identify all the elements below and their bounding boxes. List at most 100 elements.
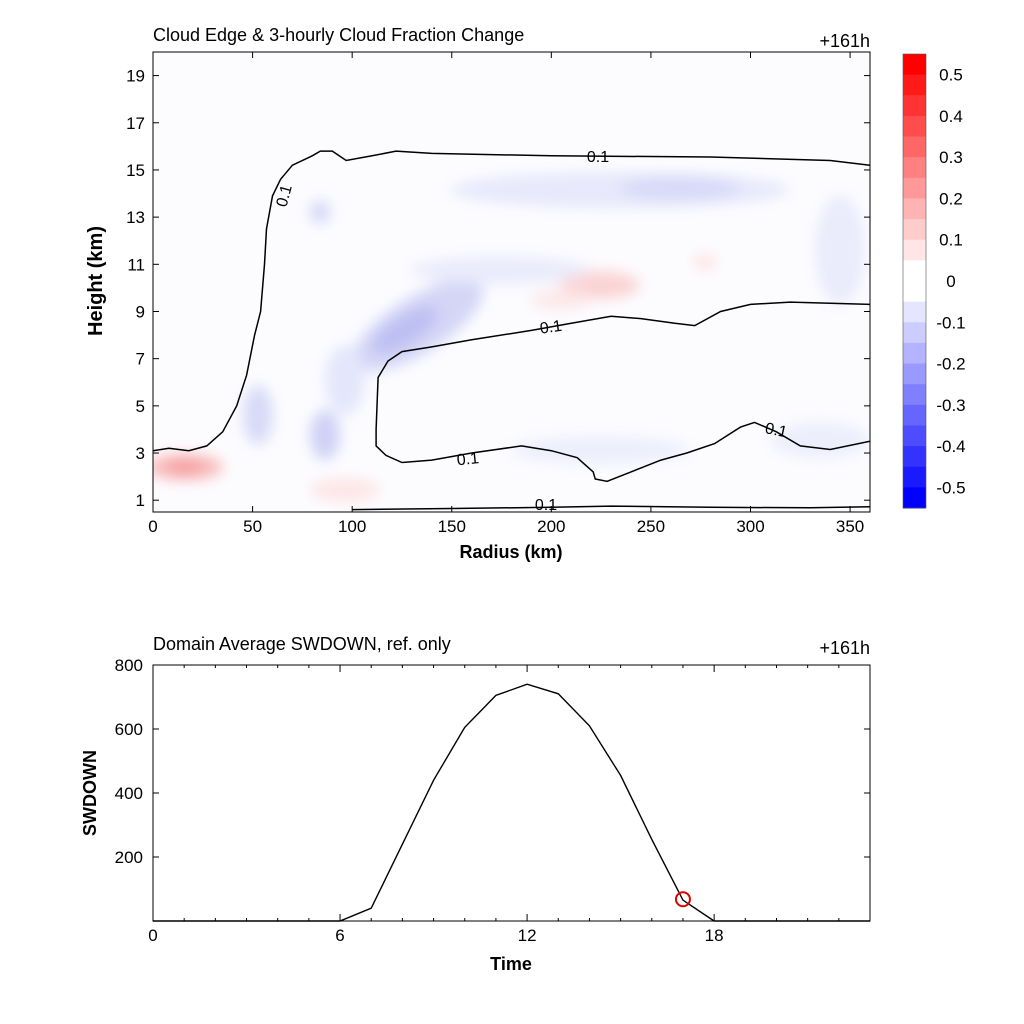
colorbar-swatch — [903, 466, 926, 488]
y-tick-label: 600 — [115, 720, 143, 739]
x-tick-label: 12 — [518, 926, 537, 945]
colorbar-swatch — [903, 363, 926, 385]
x-tick-label: 150 — [438, 517, 466, 536]
contour-label: 0.1 — [763, 420, 788, 441]
heatmap-field — [153, 172, 870, 502]
colorbar-swatch — [903, 54, 926, 76]
line-title: Domain Average SWDOWN, ref. only — [153, 634, 451, 654]
field-patch — [770, 422, 870, 458]
colorbar-label: -0.2 — [936, 355, 965, 374]
x-tick-label: 6 — [335, 926, 344, 945]
heatmap-time-label: +161h — [819, 31, 870, 51]
colorbar-label: 0.3 — [939, 148, 963, 167]
field-patch — [243, 385, 273, 445]
field-patch — [371, 306, 439, 354]
field-patch — [310, 200, 330, 224]
colorbar-label: -0.1 — [936, 313, 965, 332]
heatmap-panel: Cloud Edge & 3-hourly Cloud Fraction Cha… — [85, 25, 871, 562]
y-tick-label: 7 — [136, 350, 145, 369]
line-frame — [152, 664, 871, 922]
y-tick-label: 5 — [136, 397, 145, 416]
colorbar-swatch — [903, 95, 926, 117]
field-patch — [560, 271, 640, 299]
field-patch — [325, 345, 365, 415]
colorbar-label: -0.4 — [936, 437, 965, 456]
heatmap-frame — [152, 51, 871, 513]
colorbar-swatch — [903, 219, 926, 241]
current-time-marker — [674, 891, 691, 908]
x-tick-label: 200 — [537, 517, 565, 536]
colorbar-swatches — [903, 54, 926, 509]
line-x-label: Time — [490, 954, 532, 974]
x-tick-label: 18 — [705, 926, 724, 945]
contour-line — [375, 301, 870, 483]
y-tick-label: 17 — [126, 114, 145, 133]
contour-label: 0.1 — [539, 318, 563, 338]
y-tick-label: 1 — [136, 491, 145, 510]
colorbar-swatch — [903, 115, 926, 138]
colorbar-label: -0.5 — [936, 478, 965, 497]
field-patch — [310, 478, 380, 502]
field-patch — [510, 436, 690, 464]
colorbar-swatch — [903, 322, 926, 344]
field-patch — [530, 290, 590, 310]
field-patch — [167, 460, 203, 474]
colorbar-swatch — [903, 384, 926, 406]
series-line-swdown — [153, 683, 870, 922]
line-panel: Domain Average SWDOWN, ref. only +161h 0… — [80, 634, 871, 974]
colorbar-label: 0 — [946, 272, 955, 291]
y-tick-label: 800 — [115, 656, 143, 675]
colorbar-swatch — [903, 342, 926, 365]
colorbar-swatch — [903, 487, 926, 509]
colorbar-swatch — [903, 260, 926, 282]
y-tick-label: 19 — [126, 67, 145, 86]
field-patch — [310, 410, 340, 460]
contour-line — [153, 150, 870, 452]
colorbar-swatch — [903, 177, 926, 199]
y-tick-label: 13 — [126, 208, 145, 227]
y-tick-label: 9 — [136, 302, 145, 321]
colorbar-swatch — [903, 136, 926, 158]
x-tick-label: 50 — [243, 517, 262, 536]
contour-label: 0.1 — [456, 450, 480, 469]
x-tick-label: 350 — [836, 517, 864, 536]
field-patch — [815, 195, 865, 305]
colorbar-swatch — [903, 157, 926, 179]
heatmap-x-axis: 0 50 100 150 200 250 300 350 — [148, 52, 864, 536]
line-y-axis: 200 400 600 800 — [115, 656, 870, 867]
colorbar-frame — [902, 53, 927, 509]
x-tick-label: 0 — [148, 926, 157, 945]
y-tick-label: 400 — [115, 784, 143, 803]
y-tick-label: 15 — [126, 161, 145, 180]
y-tick-label: 200 — [115, 848, 143, 867]
field-patch — [693, 255, 717, 269]
colorbar-label: -0.3 — [936, 396, 965, 415]
colorbar-swatch — [903, 74, 926, 96]
colorbar-swatch — [903, 425, 926, 447]
colorbar: 0.5 0.4 0.3 0.2 0.1 0 -0.1 -0.2 -0.3 -0.4 -0.5 — [902, 53, 966, 509]
colorbar-swatch — [903, 301, 926, 323]
colorbar-label: 0.1 — [939, 231, 963, 250]
colorbar-label: 0.2 — [939, 189, 963, 208]
colorbar-labels: 0.5 0.4 0.3 0.2 0.1 0 -0.1 -0.2 -0.3 -0.4 -0.5 — [936, 66, 965, 498]
field-patch — [620, 176, 740, 200]
contour-label: 0.1 — [587, 149, 609, 166]
field-patch — [410, 256, 590, 284]
colorbar-label: 0.5 — [939, 66, 963, 85]
colorbar-swatch — [903, 404, 926, 426]
colorbar-swatch — [903, 446, 926, 468]
colorbar-swatch — [903, 198, 926, 220]
line-x-axis: 0 6 12 18 — [148, 665, 840, 945]
x-tick-label: 0 — [148, 517, 157, 536]
heatmap-title: Cloud Edge & 3-hourly Cloud Fraction Cha… — [153, 25, 524, 45]
x-tick-label: 300 — [736, 517, 764, 536]
x-tick-label: 100 — [338, 517, 366, 536]
heatmap-y-label: Height (km) — [85, 226, 107, 336]
x-tick-label: 250 — [637, 517, 665, 536]
y-tick-label: 11 — [127, 255, 145, 274]
heatmap-x-label: Radius (km) — [459, 542, 562, 562]
colorbar-swatch — [903, 281, 926, 303]
line-time-label: +161h — [819, 638, 870, 658]
